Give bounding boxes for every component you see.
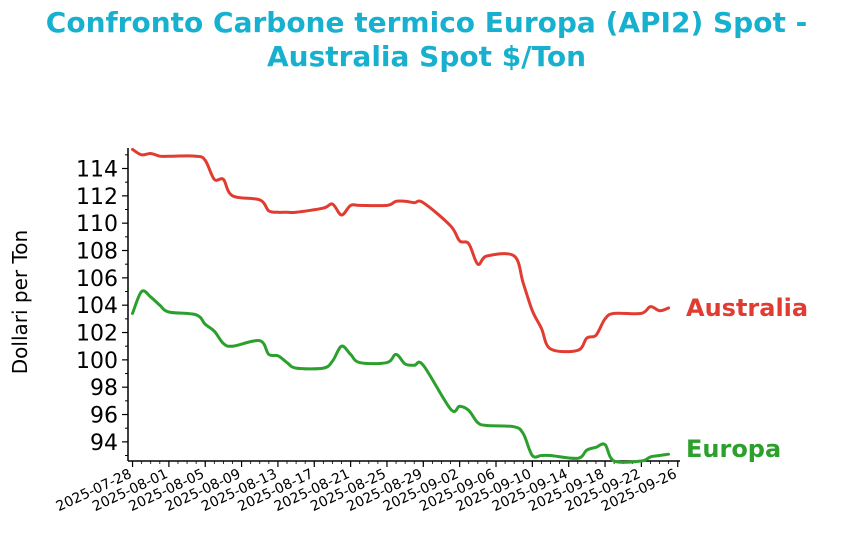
series-label-australia: Australia — [686, 294, 808, 322]
y-tick-label: 114 — [76, 158, 118, 183]
chart-title: Confronto Carbone termico Europa (API2) … — [0, 6, 853, 74]
series-label-europa: Europa — [686, 435, 781, 463]
y-tick-label: 108 — [76, 240, 118, 265]
y-tick-label: 96 — [90, 404, 118, 429]
chart-title-line-1: Confronto Carbone termico Europa (API2) … — [45, 6, 808, 39]
y-tick-label: 98 — [90, 376, 118, 401]
series-line-europa — [131, 289, 671, 464]
y-tick-label: 100 — [76, 349, 118, 374]
y-tick-label: 94 — [90, 431, 118, 456]
y-tick-label: 104 — [76, 294, 118, 319]
y-tick-label: 112 — [76, 185, 118, 210]
y-tick-label: 110 — [76, 212, 118, 237]
chart-title-line-2: Australia Spot $/Ton — [266, 40, 587, 73]
series-line-australia — [131, 147, 671, 354]
y-tick-label: 102 — [76, 322, 118, 347]
y-tick-label: 106 — [76, 267, 118, 292]
